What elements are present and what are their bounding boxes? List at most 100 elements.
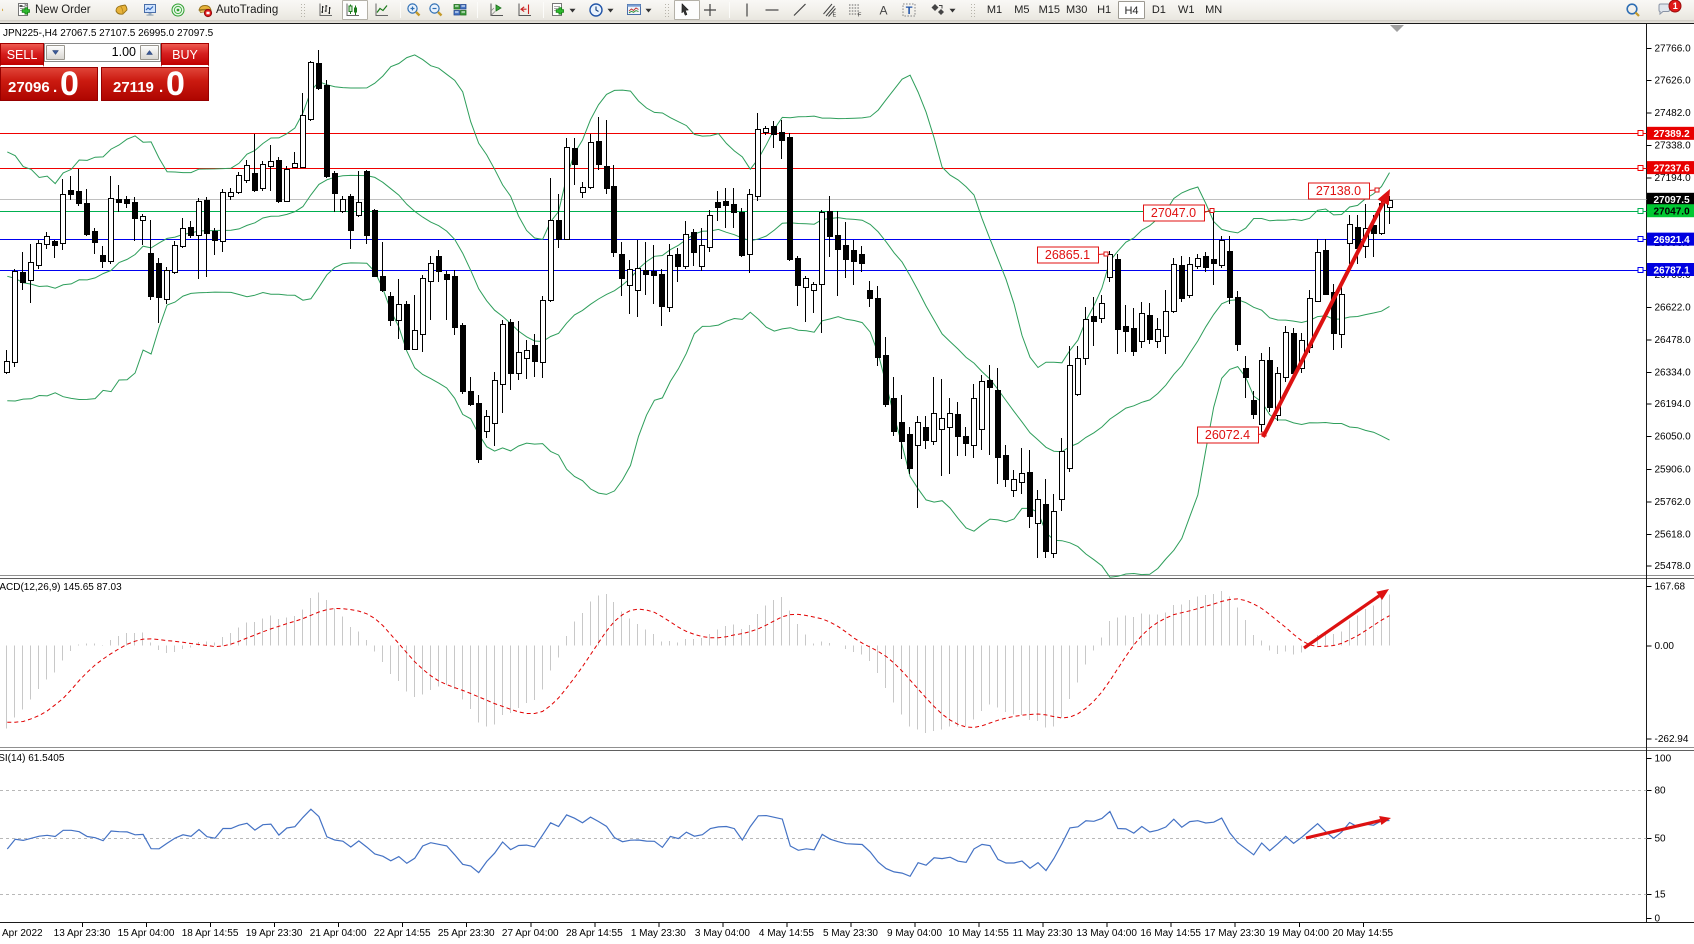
line-chart-icon bbox=[375, 3, 388, 16]
search-icon bbox=[1626, 3, 1640, 17]
toolbar-drag-handle[interactable] bbox=[300, 3, 305, 17]
dropdown-caret-icon bbox=[607, 8, 614, 13]
price-tick-label: 27626.0 bbox=[1655, 75, 1692, 86]
chart-shift-button[interactable] bbox=[486, 0, 510, 20]
price-annotation-27138[interactable]: 27138.0 bbox=[1308, 182, 1380, 200]
volume-down-button[interactable] bbox=[46, 45, 65, 60]
price-annotation-26072[interactable]: 26072.4 bbox=[1197, 426, 1267, 444]
timeframe-m1[interactable]: M1 bbox=[986, 4, 1003, 16]
crosshair-tool-button[interactable] bbox=[700, 0, 726, 20]
timeframe-m15[interactable]: M15 bbox=[1038, 4, 1060, 16]
price-annotation-27047[interactable]: 27047.0 bbox=[1143, 204, 1215, 222]
vertical-line-tool-button[interactable] bbox=[737, 0, 757, 20]
line-chart-button[interactable] bbox=[372, 0, 394, 20]
candlestick-chart-icon bbox=[346, 3, 359, 16]
timeframe-h4[interactable]: H4 bbox=[1118, 1, 1145, 19]
price-tick-label: 25762.0 bbox=[1655, 497, 1692, 508]
periods-button[interactable] bbox=[586, 0, 620, 20]
templates-button[interactable] bbox=[624, 0, 660, 20]
text-tool-button[interactable]: A bbox=[874, 0, 894, 20]
time-tick-label: 27 Apr 04:00 bbox=[502, 928, 559, 939]
volume-up-button[interactable] bbox=[140, 45, 159, 60]
strategy-tester-button[interactable] bbox=[168, 0, 190, 20]
trend-arrow-macd[interactable] bbox=[1303, 589, 1389, 650]
window-border bbox=[0, 23, 1694, 24]
bar-chart-button[interactable] bbox=[316, 0, 338, 20]
buy-button[interactable]: BUY bbox=[161, 43, 209, 67]
autotrading-button[interactable]: AutoTrading bbox=[195, 0, 295, 20]
clipped-button[interactable] bbox=[0, 0, 7, 20]
tile-windows-button[interactable] bbox=[450, 0, 472, 20]
trend-arrow-main[interactable] bbox=[1261, 189, 1390, 438]
zoom-out-button[interactable] bbox=[426, 0, 448, 20]
macd-signal-line bbox=[7, 598, 1390, 729]
svg-text:26921.4: 26921.4 bbox=[1654, 235, 1691, 246]
sell-price-panel[interactable]: 27096 . 0 bbox=[0, 67, 98, 101]
indicators-button[interactable] bbox=[548, 0, 582, 20]
new-order-button[interactable]: New Order bbox=[14, 0, 110, 20]
horizontal-line-tool-button[interactable] bbox=[762, 0, 784, 20]
auto-scroll-icon bbox=[518, 3, 531, 16]
macd-axis-label: 167.68 bbox=[1655, 582, 1686, 593]
hline-27047-handle[interactable] bbox=[1637, 208, 1644, 214]
timeframe-d1[interactable]: D1 bbox=[1151, 4, 1166, 16]
fibonacci-tool-button[interactable]: F bbox=[845, 0, 869, 20]
timeframe-m30[interactable]: M30 bbox=[1065, 4, 1088, 16]
hline-27237-handle[interactable] bbox=[1637, 165, 1644, 171]
price-tick-label: 26334.0 bbox=[1655, 367, 1692, 378]
trendline-tool-button[interactable] bbox=[790, 0, 812, 20]
one-click-trading-widget: SELL 1.00 BUY 27096 . 0 27119 bbox=[0, 43, 210, 101]
timeframe-h1[interactable]: H1 bbox=[1097, 4, 1112, 16]
notifications-button[interactable]: 1 bbox=[1655, 0, 1689, 20]
autotrading-icon bbox=[198, 5, 213, 18]
timeframe-m5[interactable]: M5 bbox=[1014, 4, 1030, 16]
hline-27389-handle[interactable] bbox=[1637, 130, 1644, 136]
auto-scroll-button[interactable] bbox=[514, 0, 538, 20]
time-tick-label: 4 May 14:55 bbox=[759, 928, 814, 939]
periods-icon bbox=[589, 3, 603, 17]
crosshair-tool-icon bbox=[704, 4, 716, 16]
channel-tool-button[interactable]: E bbox=[820, 0, 844, 20]
time-tick-label: 17 May 23:30 bbox=[1204, 928, 1265, 939]
candle-wicks bbox=[6, 50, 1390, 558]
terminal-button[interactable] bbox=[140, 0, 162, 20]
candlestick-chart: 27766.027626.027482.027338.027194.027050… bbox=[0, 24, 1694, 939]
macd-axis-label: -262.94 bbox=[1655, 734, 1689, 745]
toolbar-drag-handle[interactable] bbox=[664, 3, 669, 17]
hline-26787-handle[interactable] bbox=[1637, 267, 1644, 273]
time-tick-label: 15 Apr 04:00 bbox=[118, 928, 175, 939]
search-button[interactable] bbox=[1623, 0, 1645, 20]
sell-button[interactable]: SELL bbox=[0, 43, 44, 67]
hline-26921-handle[interactable] bbox=[1637, 236, 1644, 242]
price-annotation-26865[interactable]: 26865.1 bbox=[1037, 246, 1109, 264]
svg-text:27237.6: 27237.6 bbox=[1654, 163, 1691, 174]
trend-arrow-rsi[interactable] bbox=[1305, 816, 1391, 840]
macd-axis-label: 0.00 bbox=[1655, 641, 1675, 652]
time-tick-label: 19 May 04:00 bbox=[1268, 928, 1329, 939]
sell-price-point: . bbox=[53, 79, 58, 96]
trend-arrows bbox=[1261, 189, 1391, 840]
arrows-tool-button[interactable] bbox=[928, 0, 966, 20]
text-label-tool-button[interactable]: T bbox=[899, 0, 923, 20]
chart-area: 27766.027626.027482.027338.027194.027050… bbox=[0, 24, 1694, 944]
zoom-in-button[interactable] bbox=[404, 0, 426, 20]
svg-text:27047.0: 27047.0 bbox=[1654, 207, 1691, 218]
toolbar-drag-handle[interactable] bbox=[970, 3, 975, 17]
volume-value[interactable]: 1.00 bbox=[111, 45, 136, 59]
chart-shift-icon bbox=[490, 3, 503, 16]
new-order-button-label: New Order bbox=[35, 4, 91, 16]
candlestick-chart-button[interactable] bbox=[342, 0, 368, 20]
bollinger-middle-band bbox=[7, 174, 1390, 453]
cursor-tool-button[interactable] bbox=[674, 0, 700, 20]
buy-price-panel[interactable]: 27119 . 0 bbox=[101, 67, 209, 101]
vertical-line-tool-icon bbox=[746, 3, 748, 17]
marketwatch-button[interactable] bbox=[112, 0, 134, 20]
macd-label: MACD(12,26,9) 145.65 87.03 bbox=[0, 582, 122, 593]
svg-text:E: E bbox=[833, 13, 837, 19]
time-tick-label: 13 May 04:00 bbox=[1076, 928, 1137, 939]
timeframe-w1[interactable]: W1 bbox=[1178, 4, 1195, 16]
horizontal-line-tool-icon bbox=[765, 9, 779, 11]
chart-shift-marker[interactable] bbox=[1390, 25, 1404, 32]
timeframe-mn[interactable]: MN bbox=[1205, 4, 1223, 16]
